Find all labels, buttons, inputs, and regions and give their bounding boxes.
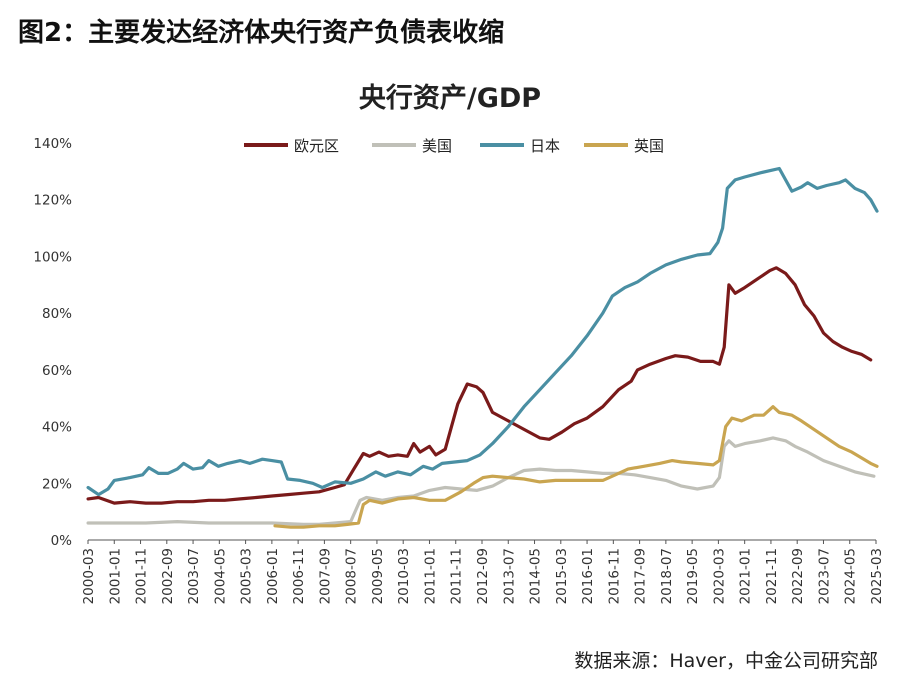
series-line bbox=[86, 266, 873, 505]
legend-label: 英国 bbox=[634, 137, 664, 155]
legend: 欧元区 美国 日本 英国 bbox=[244, 137, 664, 155]
x-tick-label: 2002-09 bbox=[160, 548, 176, 604]
x-tick-label: 2024-05 bbox=[843, 548, 859, 604]
series-line bbox=[86, 166, 879, 497]
x-tick-label: 2023-07 bbox=[816, 548, 832, 604]
y-tick-label: 100% bbox=[33, 249, 72, 265]
y-tick-label: 60% bbox=[42, 363, 72, 379]
x-tick-label: 2003-07 bbox=[186, 548, 202, 604]
y-tick-label: 120% bbox=[33, 193, 72, 209]
x-tick-label: 2012-09 bbox=[475, 548, 491, 604]
x-tick-label: 2014-05 bbox=[528, 548, 544, 604]
y-tick-label: 40% bbox=[42, 420, 72, 436]
legend-label: 日本 bbox=[530, 137, 560, 155]
x-tick-label: 2010-03 bbox=[396, 548, 412, 604]
x-tick-label: 2020-03 bbox=[711, 548, 727, 604]
x-tick-label: 2021-01 bbox=[738, 548, 754, 604]
x-tick-label: 2022-09 bbox=[790, 548, 806, 604]
x-tick-label: 2005-03 bbox=[239, 548, 255, 604]
y-tick-label: 140% bbox=[33, 136, 72, 152]
legend-label: 美国 bbox=[422, 137, 452, 155]
x-tick-label: 2015-03 bbox=[554, 548, 570, 604]
figure-title: 图2：主要发达经济体央行资产负债表收缩 bbox=[18, 18, 505, 48]
x-tick-label: 2013-07 bbox=[501, 548, 517, 604]
x-tick-label: 2011-11 bbox=[449, 548, 465, 604]
x-tick-label: 2009-05 bbox=[370, 548, 386, 604]
x-tick-label: 2000-03 bbox=[81, 548, 97, 604]
series-layer bbox=[86, 166, 879, 529]
y-axis: 0% 20% 40% 60% 80% 100% 120% 140% bbox=[33, 136, 72, 549]
chart-title: 央行资产/GDP bbox=[358, 83, 542, 114]
x-tick-label: 2001-11 bbox=[134, 548, 150, 604]
x-tick-label: 2016-11 bbox=[606, 548, 622, 604]
x-tick-label: 2006-01 bbox=[265, 548, 281, 604]
y-tick-label: 20% bbox=[42, 476, 72, 492]
x-tick-label: 2025-03 bbox=[869, 548, 885, 604]
x-tick-label: 2018-07 bbox=[659, 548, 675, 604]
x-tick-label: 2011-01 bbox=[422, 548, 438, 604]
x-tick-label: 2017-09 bbox=[633, 548, 649, 604]
x-axis: 2000-03 2001-01 2001-11 2002-09 2003-07 2004-… bbox=[81, 539, 885, 604]
x-tick-label: 2001-01 bbox=[107, 548, 123, 604]
y-tick-label: 80% bbox=[42, 306, 72, 322]
x-tick-label: 2016-01 bbox=[580, 548, 596, 604]
x-tick-label: 2019-05 bbox=[685, 548, 701, 604]
x-tick-label: 2007-09 bbox=[317, 548, 333, 604]
series-line bbox=[86, 436, 876, 526]
source-note: 数据来源：Haver，中金公司研究部 bbox=[574, 650, 878, 672]
x-tick-label: 2021-11 bbox=[764, 548, 780, 604]
legend-label: 欧元区 bbox=[294, 137, 339, 155]
x-tick-label: 2006-11 bbox=[291, 548, 307, 604]
y-tick-label: 0% bbox=[51, 533, 73, 549]
series-line bbox=[273, 405, 879, 529]
x-tick-label: 2008-07 bbox=[344, 548, 360, 604]
x-tick-label: 2004-05 bbox=[212, 548, 228, 604]
